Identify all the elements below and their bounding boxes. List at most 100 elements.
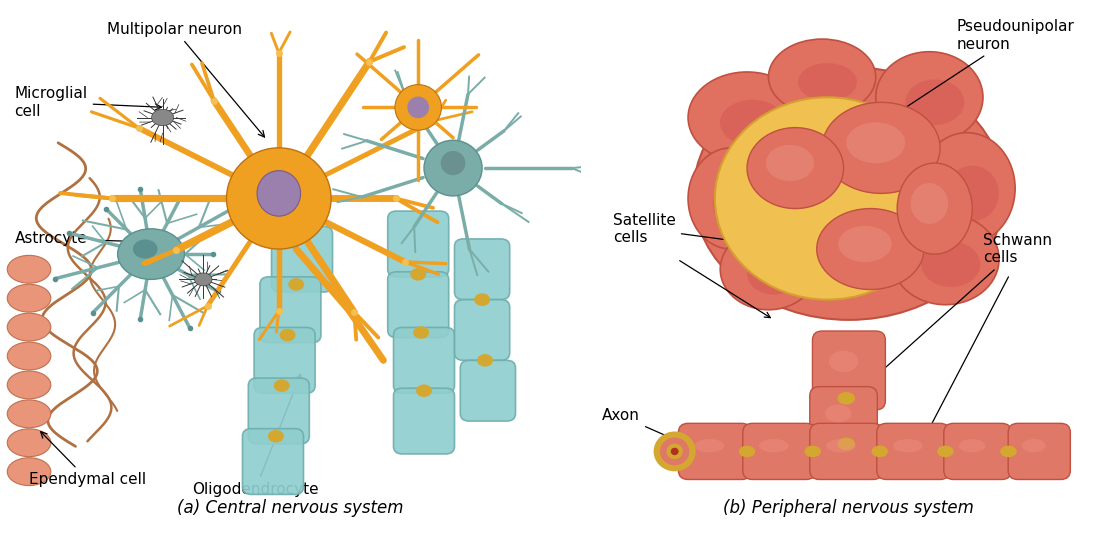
Ellipse shape — [395, 85, 441, 130]
Ellipse shape — [275, 380, 289, 391]
FancyBboxPatch shape — [877, 423, 949, 479]
Ellipse shape — [227, 148, 331, 249]
FancyBboxPatch shape — [455, 239, 509, 300]
Ellipse shape — [269, 431, 284, 442]
FancyBboxPatch shape — [388, 211, 449, 277]
FancyBboxPatch shape — [810, 423, 882, 479]
FancyBboxPatch shape — [242, 429, 304, 494]
Ellipse shape — [827, 439, 856, 453]
Ellipse shape — [922, 242, 981, 287]
Text: Pseudounipolar
neuron: Pseudounipolar neuron — [863, 20, 1075, 135]
Ellipse shape — [475, 294, 489, 305]
Ellipse shape — [822, 102, 941, 194]
Ellipse shape — [424, 140, 483, 196]
Ellipse shape — [688, 72, 806, 163]
Ellipse shape — [897, 163, 972, 254]
Ellipse shape — [688, 148, 774, 249]
Ellipse shape — [720, 229, 817, 310]
Text: Astrocyte: Astrocyte — [15, 231, 132, 246]
Ellipse shape — [417, 385, 431, 396]
Ellipse shape — [441, 152, 465, 175]
Ellipse shape — [825, 405, 851, 422]
Ellipse shape — [960, 439, 985, 453]
FancyBboxPatch shape — [393, 327, 455, 393]
FancyBboxPatch shape — [1009, 423, 1070, 479]
Text: Ependymal cell: Ependymal cell — [29, 431, 145, 487]
Ellipse shape — [805, 446, 820, 456]
Ellipse shape — [798, 63, 857, 101]
Ellipse shape — [8, 429, 51, 456]
Ellipse shape — [411, 269, 426, 280]
Circle shape — [661, 438, 688, 465]
Text: Oligodendrocyte: Oligodendrocyte — [192, 374, 318, 497]
Ellipse shape — [408, 97, 429, 118]
Ellipse shape — [747, 254, 801, 294]
Ellipse shape — [876, 52, 983, 143]
Ellipse shape — [838, 438, 855, 449]
Ellipse shape — [8, 313, 51, 341]
FancyBboxPatch shape — [388, 272, 449, 338]
Ellipse shape — [838, 226, 891, 262]
Ellipse shape — [8, 371, 51, 399]
Ellipse shape — [905, 79, 964, 125]
Ellipse shape — [134, 240, 156, 258]
Text: Schwann
cells: Schwann cells — [862, 233, 1052, 388]
Ellipse shape — [8, 342, 51, 370]
FancyBboxPatch shape — [455, 300, 509, 360]
Ellipse shape — [891, 214, 999, 305]
Ellipse shape — [918, 133, 1015, 244]
Text: (b) Peripheral nervous system: (b) Peripheral nervous system — [724, 499, 974, 517]
Text: Multipolar neuron: Multipolar neuron — [107, 22, 265, 137]
Ellipse shape — [713, 178, 760, 229]
FancyBboxPatch shape — [255, 327, 315, 393]
Ellipse shape — [766, 145, 814, 181]
FancyBboxPatch shape — [944, 423, 1011, 479]
Circle shape — [655, 432, 695, 471]
Ellipse shape — [847, 122, 905, 163]
Ellipse shape — [910, 183, 948, 224]
Ellipse shape — [768, 39, 876, 115]
Ellipse shape — [747, 128, 843, 208]
Ellipse shape — [117, 229, 184, 280]
Text: Microglial
cell: Microglial cell — [15, 86, 161, 119]
FancyBboxPatch shape — [460, 360, 515, 421]
FancyBboxPatch shape — [260, 277, 321, 343]
Ellipse shape — [720, 100, 785, 145]
Ellipse shape — [8, 255, 51, 283]
Ellipse shape — [478, 355, 493, 366]
Ellipse shape — [739, 446, 755, 456]
FancyBboxPatch shape — [393, 388, 455, 454]
Ellipse shape — [1022, 439, 1046, 453]
Ellipse shape — [894, 439, 923, 453]
Ellipse shape — [194, 273, 212, 286]
Ellipse shape — [289, 279, 304, 290]
Ellipse shape — [257, 171, 300, 216]
FancyBboxPatch shape — [743, 423, 815, 479]
FancyBboxPatch shape — [810, 387, 877, 455]
Ellipse shape — [414, 327, 429, 338]
Ellipse shape — [938, 446, 953, 456]
FancyBboxPatch shape — [248, 378, 309, 444]
FancyBboxPatch shape — [678, 423, 752, 479]
Ellipse shape — [694, 67, 1004, 320]
Ellipse shape — [829, 351, 858, 372]
FancyBboxPatch shape — [271, 226, 333, 292]
Ellipse shape — [152, 109, 173, 126]
Ellipse shape — [1001, 446, 1016, 456]
FancyBboxPatch shape — [812, 331, 886, 410]
Text: (a) Central nervous system: (a) Central nervous system — [178, 499, 403, 517]
Ellipse shape — [838, 393, 855, 404]
Ellipse shape — [817, 208, 924, 289]
Ellipse shape — [8, 458, 51, 486]
Ellipse shape — [872, 446, 887, 456]
Ellipse shape — [760, 439, 789, 453]
Text: Axon: Axon — [602, 409, 693, 448]
Circle shape — [667, 444, 682, 459]
Ellipse shape — [280, 330, 295, 341]
Ellipse shape — [8, 400, 51, 428]
Circle shape — [671, 448, 678, 454]
Text: Satellite
cells: Satellite cells — [613, 213, 754, 246]
Ellipse shape — [8, 285, 51, 312]
Ellipse shape — [695, 439, 724, 453]
Ellipse shape — [946, 165, 999, 221]
